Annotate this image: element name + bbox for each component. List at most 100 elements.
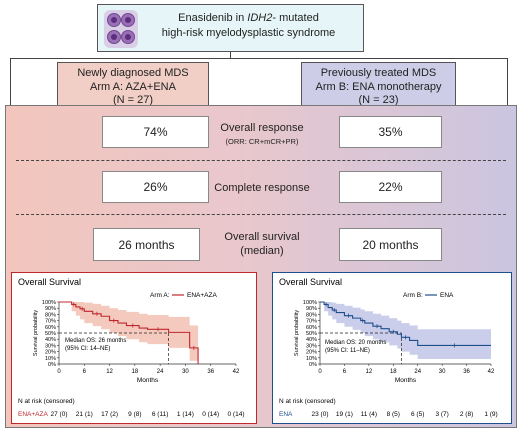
km-risk-value: 21 (1) — [76, 411, 93, 418]
km-y-tick-label: 10% — [45, 356, 56, 362]
os-label: Overall survival — [224, 231, 300, 243]
row-divider — [16, 214, 506, 215]
km-legend-label: ENA+AZA — [187, 292, 217, 299]
orr-label-group: Overall response (ORR: CR+mCR+PR) — [202, 121, 322, 149]
km-x-axis-label: Months — [137, 377, 159, 384]
arm-a-line3: (N = 27) — [112, 94, 154, 106]
km-x-tick-label: 30 — [182, 369, 189, 375]
km-risk-value: 6 (5) — [411, 411, 424, 418]
km-x-tick-label: 24 — [157, 369, 164, 375]
km-y-tick-label: 30% — [306, 343, 317, 349]
km-risk-value: 11 (4) — [361, 411, 378, 418]
km-y-axis-label: Survival probability — [33, 310, 39, 356]
km-y-tick-label: 70% — [306, 319, 317, 325]
km-chart-arm-a: Overall Survival Arm A: ENA+AZA 0%10%20%30%… — [18, 277, 245, 418]
os-arm-a-value: 26 months — [93, 228, 200, 261]
page-title: Enasidenib in IDH2- mutated high-risk my… — [136, 11, 361, 41]
km-y-tick-label: 20% — [306, 350, 317, 356]
km-risk-value: 1 (9) — [484, 411, 497, 418]
km-y-tick-label: 90% — [45, 306, 56, 312]
km-annotation-line: Median OS: 20 months — [325, 340, 386, 346]
connector-stem — [230, 52, 231, 58]
km-x-tick-label: 36 — [463, 369, 470, 375]
km-risk-value: 23 (0) — [312, 411, 329, 418]
km-y-tick-label: 50% — [45, 331, 56, 337]
km-x-tick-label: 36 — [207, 369, 214, 375]
km-chart-arm-b: Overall Survival Arm B: ENA 0%10%20%30%40%5… — [279, 277, 498, 418]
km-x-tick-label: 6 — [83, 369, 87, 375]
km-y-tick-label: 90% — [306, 306, 317, 312]
km-y-tick-label: 80% — [45, 312, 56, 318]
arm-b-line1: Previously treated MDS — [320, 67, 437, 79]
km-risk-label: ENA+AZA — [18, 411, 48, 418]
km-x-tick-label: 18 — [132, 369, 139, 375]
km-survival-line — [320, 301, 491, 346]
title-gene: IDH2 — [247, 12, 273, 24]
os-label-group: Overall survival (median) — [202, 230, 322, 258]
os-arm-b-value: 20 months — [339, 228, 442, 261]
km-panel-arm-a: Overall Survival Arm A: ENA+AZA 0% 10% 20% 30%… — [11, 272, 257, 424]
km-risk-title: N at risk (censored) — [18, 398, 75, 405]
km-y-tick-label: 60% — [306, 325, 317, 331]
km-x-tick-label: 42 — [233, 369, 240, 375]
km-risk-value: 0 (14) — [228, 411, 245, 418]
km-risk-title: N at risk (censored) — [279, 398, 336, 405]
arm-a-line2: Arm A: AZA+ENA — [90, 80, 176, 93]
km-y-tick-label: 10% — [306, 356, 317, 362]
arm-b-line3: (N = 23) — [358, 94, 399, 106]
km-risk-value: 17 (2) — [101, 411, 118, 418]
cr-arm-b-value: 22% — [339, 171, 442, 203]
arm-b-line2: Arm B: ENA monotherapy — [315, 80, 442, 93]
km-x-tick-label: 12 — [106, 369, 113, 375]
km-y-tick-label: 40% — [45, 337, 56, 343]
km-annotation-line: (95% CI: 11–NE) — [325, 348, 370, 354]
km-risk-value: 19 (1) — [336, 411, 353, 418]
cr-arm-a-value: 26% — [102, 171, 209, 203]
title-box: Enasidenib in IDH2- mutated high-risk my… — [97, 4, 364, 52]
km-legend-prefix: Arm B: — [403, 292, 423, 299]
km-legend-prefix: Arm A: — [150, 292, 170, 299]
orr-arm-b-value: 35% — [339, 116, 442, 148]
km-risk-label: ENA — [279, 411, 293, 418]
km-x-tick-label: 12 — [366, 369, 373, 375]
row-divider — [16, 160, 506, 161]
km-panel-arm-b: Overall Survival Arm B: ENA 0% 10% 20% 30% 40% 5… — [272, 272, 512, 424]
cr-label: Complete response — [214, 182, 310, 194]
km-risk-value: 8 (5) — [387, 411, 400, 418]
km-y-tick-label: 30% — [45, 343, 56, 349]
title-line2: high-risk myelodysplastic syndrome — [161, 27, 336, 39]
km-x-tick-label: 30 — [439, 369, 446, 375]
results-panel: 74% Overall response (ORR: CR+mCR+PR) 35… — [5, 105, 517, 428]
orr-arm-a-value: 74% — [102, 116, 209, 148]
km-y-tick-label: 0% — [48, 362, 56, 368]
km-y-tick-label: 80% — [306, 312, 317, 318]
km-ci-band — [320, 302, 491, 360]
km-x-tick-label: 18 — [390, 369, 397, 375]
title-suffix: - mutated — [272, 12, 319, 24]
km-title: Overall Survival — [279, 277, 342, 287]
orr-label: Overall response — [220, 122, 304, 134]
title-prefix: Enasidenib in — [178, 12, 248, 24]
km-x-axis-label: Months — [395, 377, 417, 384]
arm-b-box: Previously treated MDS Arm B: ENA monoth… — [301, 62, 456, 107]
km-x-tick-label: 24 — [414, 369, 421, 375]
km-risk-value: 1 (14) — [177, 411, 194, 418]
km-y-tick-label: 50% — [306, 331, 317, 337]
km-y-tick-label: 70% — [45, 319, 56, 325]
km-risk-value: 27 (0) — [51, 411, 68, 418]
km-annotation-line: (95% CI: 14–NE) — [65, 346, 110, 352]
km-y-tick-label: 60% — [45, 325, 56, 331]
km-annotation-line: Median OS: 26 months — [65, 338, 126, 344]
km-survival-line — [59, 301, 199, 364]
km-risk-value: 9 (8) — [128, 411, 141, 418]
km-risk-value: 3 (7) — [435, 411, 448, 418]
km-x-tick-label: 6 — [343, 369, 347, 375]
connector-bracket — [10, 58, 508, 106]
km-y-tick-label: 40% — [306, 337, 317, 343]
orr-sublabel: (ORR: CR+mCR+PR) — [225, 137, 299, 146]
km-ci-band — [59, 302, 199, 364]
arm-a-box: Newly diagnosed MDS Arm A: AZA+ENA (N = … — [57, 62, 209, 107]
km-x-tick-label: 0 — [318, 369, 322, 375]
km-risk-value: 2 (8) — [460, 411, 473, 418]
km-risk-value: 0 (14) — [202, 411, 219, 418]
